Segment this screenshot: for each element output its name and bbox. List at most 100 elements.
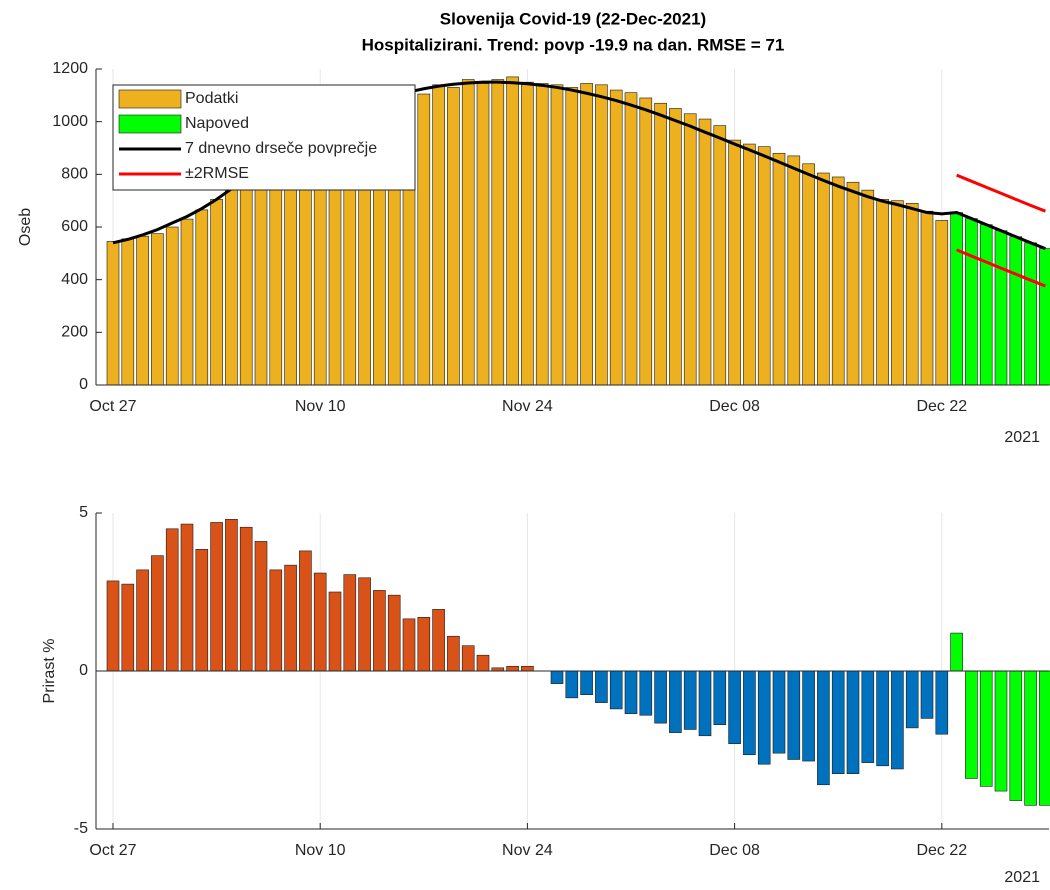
bar [817,670,830,786]
y-tick-label: 800 [61,166,88,183]
y-tick-label: 1200 [52,60,88,77]
bar [447,87,460,386]
y-axis-label: Oseb [17,208,34,246]
bar [580,83,593,386]
x-tick-label: Nov 24 [502,398,553,415]
bar [447,635,460,672]
bar [891,200,904,386]
bar [432,84,445,386]
y-tick-label: 5 [79,504,88,521]
bar [254,163,268,386]
bar [609,89,623,386]
bar [891,670,904,770]
bar [121,583,135,672]
bar [106,241,120,386]
bar [136,235,149,386]
line [956,248,1046,288]
chart-title: Slovenija Covid-19 (22-Dec-2021) [440,9,706,28]
bar [106,580,120,672]
bar [136,569,149,672]
bar [965,218,978,386]
bar [180,218,194,386]
bar [476,654,490,672]
bar [713,125,727,386]
bar [950,632,963,672]
bar [728,670,741,744]
x-tick-label: Nov 10 [295,398,346,415]
year-label: 2021 [1004,429,1040,446]
x-tick-label: Dec 08 [709,398,760,415]
bar [683,113,697,386]
bar [506,665,519,672]
bar [417,616,431,672]
bar [313,572,327,672]
legend-label: ±2RMSE [185,165,249,182]
x-tick-label: Nov 10 [295,842,346,859]
bar [195,549,209,672]
y-tick-label: 0 [79,376,88,393]
bar [787,155,801,386]
bar [876,199,889,386]
y-axis-label: Prirast % [41,639,58,704]
x-tick-label: Nov 24 [502,842,553,859]
bar [580,670,593,696]
bar [402,618,416,672]
bar [165,528,179,672]
bar [180,523,194,672]
bar [994,230,1008,386]
bar [905,670,919,729]
bar [239,526,253,672]
bar [994,670,1008,792]
x-tick-label: Dec 22 [916,398,967,415]
bar [861,670,875,763]
bar [979,670,993,787]
legend-swatch [118,89,182,109]
bar [358,577,371,672]
bar [787,670,801,760]
legend-label: Napoved [185,115,249,132]
bar [121,238,135,386]
bar [846,181,860,386]
bar [935,220,949,386]
bar [151,555,164,672]
bar [550,670,564,684]
bar [491,79,505,386]
bar [624,670,638,714]
bar [757,146,771,386]
bar [876,670,889,767]
bar [343,574,357,672]
bar [654,670,667,724]
bar [269,569,283,672]
bar [965,670,978,779]
bar [743,143,756,386]
bar [846,670,860,774]
bar [550,84,564,386]
bar [624,92,638,386]
bar [920,670,934,719]
legend-label: Podatki [185,90,238,107]
bar [713,670,727,726]
bar [757,670,771,765]
bar [225,187,238,386]
y-tick-label: 1000 [52,113,88,130]
bar [1039,670,1050,806]
bar [373,590,386,672]
bar [1039,248,1050,386]
bar [1024,670,1037,806]
bar [254,541,268,672]
bar [521,665,534,672]
bar [683,670,697,730]
bar [461,645,475,672]
bar [698,670,712,737]
bar [595,670,608,703]
y-tick-label: 400 [61,271,88,288]
y-tick-label: 200 [61,324,88,341]
bar [417,93,431,386]
bar [698,118,712,386]
bar [1009,236,1023,386]
bar [535,83,549,386]
x-tick-label: Dec 08 [709,842,760,859]
bar [831,670,845,774]
